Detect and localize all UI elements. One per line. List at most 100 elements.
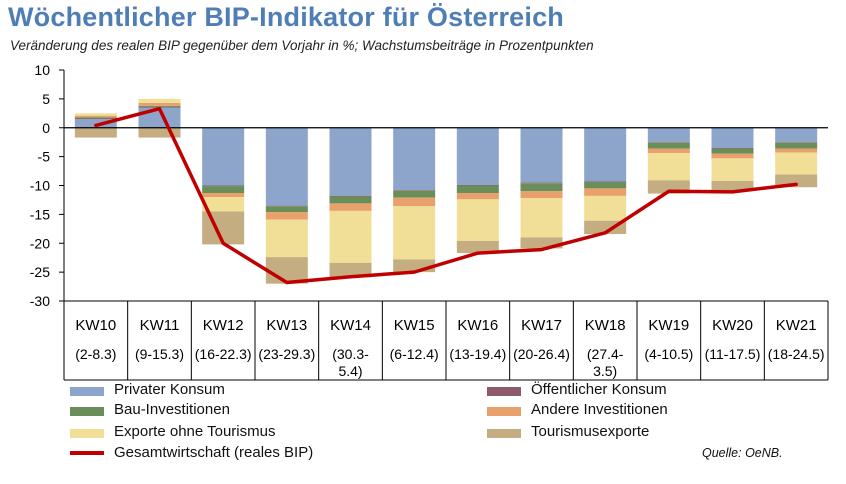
source-note: Quelle: OeNB.: [702, 446, 783, 460]
x-category-label: KW13: [266, 317, 307, 334]
x-date-label: (23-29.3): [258, 346, 315, 362]
bar-kw13-bau-investitionen: [265, 206, 308, 213]
legend-line-swatch: [70, 451, 104, 455]
bar-kw11-andere-investitionen: [138, 102, 181, 106]
x-date-label: (30.3-: [332, 346, 369, 362]
bar-kw19-andere-investitionen: [647, 148, 690, 154]
bar-kw20-tourismusexporte: [711, 180, 754, 191]
bar-kw19-bau-investitionen: [647, 142, 690, 149]
bar-kw17-tourismusexporte: [520, 237, 563, 249]
bar-kw21--ffentlicher-konsum: [775, 142, 818, 143]
bar-kw16-bau-investitionen: [456, 185, 499, 194]
bar-kw11-exporte-ohne-tourismus: [138, 98, 181, 103]
x-date-label: 5.4): [338, 363, 362, 379]
bar-kw13-andere-investitionen: [265, 212, 308, 220]
legend-label: Bau-Investitionen: [114, 401, 230, 418]
legend-label: Exporte ohne Tourismus: [114, 423, 276, 440]
legend-swatch: [70, 429, 104, 438]
bar-kw15-tourismusexporte: [393, 259, 436, 273]
legend-swatch: [487, 407, 521, 416]
legend-label: Gesamtwirtschaft (reales BIP): [114, 444, 314, 461]
bar-kw12-exporte-ohne-tourismus: [202, 197, 245, 212]
y-tick-label: -5: [38, 149, 51, 165]
bar-kw15-privater-konsum: [393, 127, 436, 191]
bar-kw10-tourismusexporte: [74, 127, 117, 138]
bar-kw10-bau-investitionen: [74, 117, 117, 119]
bar-kw14-exporte-ohne-tourismus: [329, 210, 372, 263]
x-category-label: KW21: [776, 317, 817, 334]
bar-kw13-exporte-ohne-tourismus: [265, 219, 308, 258]
bar-kw14-tourismusexporte: [329, 262, 372, 278]
bar-kw12-privater-konsum: [202, 127, 245, 186]
bar-kw17-exporte-ohne-tourismus: [520, 198, 563, 238]
x-date-label: 3.5): [593, 363, 617, 379]
bar-kw12-bau-investitionen: [202, 186, 245, 194]
x-date-label: (20-26.4): [513, 346, 570, 362]
legend-label: Tourismusexporte: [531, 423, 650, 440]
bar-kw19-exporte-ohne-tourismus: [647, 153, 690, 181]
bar-kw19-privater-konsum: [647, 127, 690, 143]
bar-kw14-bau-investitionen: [329, 196, 372, 204]
y-tick-label: -15: [30, 206, 50, 222]
y-tick-label: 5: [42, 91, 50, 107]
bar-kw21-exporte-ohne-tourismus: [775, 152, 818, 175]
legend-label: Andere Investitionen: [531, 401, 668, 418]
x-date-label: (2-8.3): [75, 346, 116, 362]
y-tick-label: 10: [34, 62, 50, 78]
x-date-label: (16-22.3): [195, 346, 252, 362]
bar-kw17-bau-investitionen: [520, 183, 563, 192]
x-category-label: KW12: [203, 317, 244, 334]
bar-kw20-bau-investitionen: [711, 148, 754, 154]
bar-kw13--ffentlicher-konsum: [265, 205, 308, 207]
x-date-label: (13-19.4): [449, 346, 506, 362]
y-tick-label: -30: [30, 293, 50, 309]
bar-kw20-privater-konsum: [711, 127, 754, 148]
bar-kw18--ffentlicher-konsum: [584, 181, 627, 183]
bar-kw17--ffentlicher-konsum: [520, 182, 563, 184]
bar-kw10-privater-konsum: [74, 119, 117, 128]
x-date-label: (9-15.3): [135, 346, 184, 362]
bar-kw12--ffentlicher-konsum: [202, 185, 245, 187]
bar-kw13-tourismusexporte: [265, 257, 308, 284]
bar-kw20-andere-investitionen: [711, 153, 754, 159]
bar-kw18-exporte-ohne-tourismus: [584, 195, 627, 221]
bar-kw16--ffentlicher-konsum: [456, 184, 499, 186]
legend-swatch: [487, 429, 521, 438]
bar-kw17-privater-konsum: [520, 127, 563, 183]
bar-kw16-exporte-ohne-tourismus: [456, 199, 499, 241]
bar-kw16-privater-konsum: [456, 127, 499, 185]
chart-title: Wöchentlicher BIP-Indikator für Österrei…: [8, 2, 564, 32]
bar-kw12-andere-investitionen: [202, 193, 245, 198]
x-category-label: KW19: [648, 317, 689, 334]
bar-kw15-andere-investitionen: [393, 197, 436, 207]
bar-kw15-bau-investitionen: [393, 190, 436, 198]
bar-kw21-privater-konsum: [775, 127, 818, 143]
x-category-label: KW18: [585, 317, 626, 334]
bar-kw18-bau-investitionen: [584, 182, 627, 189]
y-tick-label: 0: [42, 120, 50, 136]
bar-kw14-andere-investitionen: [329, 203, 372, 211]
bar-kw20-exporte-ohne-tourismus: [711, 158, 754, 181]
bar-kw18-andere-investitionen: [584, 188, 627, 196]
legend-swatch: [70, 387, 104, 396]
x-category-label: KW20: [712, 317, 753, 334]
legend-label: Öffentlicher Konsum: [531, 381, 667, 398]
x-date-label: (6-12.4): [390, 346, 439, 362]
x-date-label: (11-17.5): [705, 346, 761, 362]
bar-kw17-andere-investitionen: [520, 191, 563, 199]
x-date-label: (4-10.5): [644, 346, 693, 362]
x-category-label: KW10: [75, 317, 116, 334]
x-date-label: (18-24.5): [768, 346, 825, 362]
legend-swatch: [487, 387, 521, 396]
bar-kw14-privater-konsum: [329, 127, 372, 196]
bar-kw15-exporte-ohne-tourismus: [393, 206, 436, 260]
y-tick-label: -10: [30, 178, 50, 194]
bar-kw11-bau-investitionen: [138, 105, 181, 107]
bar-kw13-privater-konsum: [265, 127, 308, 206]
bar-kw16-tourismusexporte: [456, 240, 499, 254]
bar-kw20--ffentlicher-konsum: [711, 147, 754, 149]
x-category-label: KW17: [521, 317, 562, 334]
gdp-line: [94, 106, 798, 285]
chart-subtitle: Veränderung des realen BIP gegenüber dem…: [10, 38, 594, 53]
